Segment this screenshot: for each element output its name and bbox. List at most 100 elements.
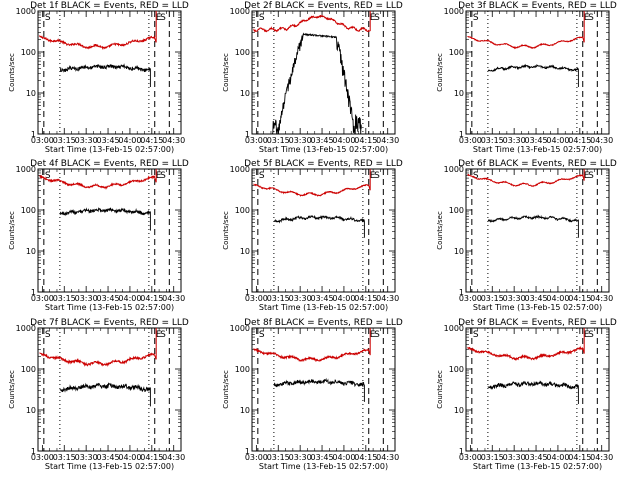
x-tick-label: 03:30: [289, 136, 312, 145]
x-tick-label: 04:30: [162, 136, 185, 145]
marker-letter: S: [160, 13, 166, 23]
x-tick-label: 04:30: [376, 453, 399, 462]
plot-frame: [465, 10, 610, 135]
panel-4: Det 4f BLACK = Events, RED = LLD 1 10 100 10…: [8, 159, 189, 312]
series-events-line: [273, 214, 365, 238]
panel-5: Det 5f BLACK = Events, RED = LLD 1 10 100 10…: [222, 159, 403, 312]
y-tick-label: 1: [31, 130, 36, 139]
x-tick-label: 03:00: [31, 294, 54, 303]
panel-2: Det 2f BLACK = Events, RED = LLD 1 10 100 10…: [222, 1, 403, 154]
x-tick-label: 03:15: [53, 453, 76, 462]
marker-letter: E: [370, 171, 376, 181]
series-lld-line: [467, 328, 585, 361]
panel-title: Det 3f BLACK = Events, RED = LLD: [458, 1, 617, 11]
plot-frame: [37, 327, 182, 452]
y-tick-label: 100: [449, 48, 464, 57]
marker-letter: E: [370, 13, 376, 23]
x-tick-label: 04:15: [568, 453, 591, 462]
y-tick-label: 100: [21, 48, 36, 57]
y-tick-label: 100: [235, 206, 250, 215]
x-tick-label: 03:30: [75, 294, 98, 303]
y-tick-label: 1: [459, 130, 464, 139]
panel-6: Det 6f BLACK = Events, RED = LLD 1 10 100 10…: [436, 159, 617, 312]
series-events-line: [271, 32, 362, 135]
x-tick-label: 04:00: [118, 453, 141, 462]
y-tick-label: 10: [26, 89, 36, 98]
plot-frame: [251, 168, 396, 293]
x-tick-label: 04:30: [162, 294, 185, 303]
x-tick-label: 04:30: [376, 294, 399, 303]
panel-title: Det 2f BLACK = Events, RED = LLD: [244, 1, 403, 11]
y-axis-label: Counts/sec: [222, 211, 230, 250]
x-tick-label: 03:45: [97, 294, 120, 303]
x-tick-label: 03:15: [267, 453, 290, 462]
x-tick-label: 03:15: [53, 294, 76, 303]
x-tick-label: 03:45: [311, 136, 334, 145]
x-tick-label: 04:00: [546, 453, 569, 462]
series-lld-line: [253, 11, 371, 33]
x-tick-label: 04:00: [118, 136, 141, 145]
y-tick-label: 1000: [444, 324, 464, 333]
y-tick-label: 1: [245, 447, 250, 456]
y-tick-label: 10: [454, 89, 464, 98]
y-tick-label: 10: [240, 406, 250, 415]
x-tick-label: 03:30: [75, 136, 98, 145]
x-tick-label: 03:30: [75, 453, 98, 462]
y-tick-label: 100: [21, 365, 36, 374]
y-tick-label: 10: [26, 247, 36, 256]
x-axis-label: Start Time (13-Feb-15 02:57:00): [473, 462, 602, 471]
x-tick-label: 04:00: [332, 294, 355, 303]
x-tick-label: 03:15: [481, 294, 504, 303]
x-tick-label: 04:15: [140, 136, 163, 145]
x-tick-label: 04:00: [332, 453, 355, 462]
y-axis-label: Counts/sec: [222, 370, 230, 409]
x-tick-label: 04:00: [332, 136, 355, 145]
x-tick-label: 03:15: [267, 294, 290, 303]
marker-letter: S: [588, 330, 594, 340]
marker-letter: S: [45, 330, 51, 340]
series-lld-line: [253, 169, 371, 197]
x-tick-label: 04:15: [140, 453, 163, 462]
x-tick-label: 04:30: [376, 136, 399, 145]
x-axis-label: Start Time (13-Feb-15 02:57:00): [259, 145, 388, 154]
x-tick-label: 03:00: [245, 136, 268, 145]
marker-letter: S: [259, 330, 265, 340]
x-tick-label: 03:15: [267, 136, 290, 145]
x-axis-label: Start Time (13-Feb-15 02:57:00): [473, 145, 602, 154]
marker-letter: E: [156, 330, 162, 340]
y-tick-label: 10: [454, 247, 464, 256]
x-axis-label: Start Time (13-Feb-15 02:57:00): [45, 462, 174, 471]
x-tick-label: 03:15: [481, 453, 504, 462]
x-tick-label: 03:00: [31, 136, 54, 145]
panel-7: Det 7f BLACK = Events, RED = LLD 1 10 100 10…: [8, 318, 189, 471]
x-tick-label: 03:00: [245, 453, 268, 462]
panel-title: Det 7f BLACK = Events, RED = LLD: [30, 318, 189, 328]
marker-letter: E: [370, 330, 376, 340]
panel-title: Det 6f BLACK = Events, RED = LLD: [458, 159, 617, 169]
x-tick-label: 04:15: [140, 294, 163, 303]
y-tick-label: 1000: [230, 324, 250, 333]
series-lld-line: [39, 11, 157, 50]
y-tick-label: 10: [26, 406, 36, 415]
y-tick-label: 1000: [16, 165, 36, 174]
series-events-line: [487, 63, 579, 87]
marker-letter: E: [156, 171, 162, 181]
marker-letter: S: [473, 330, 479, 340]
x-tick-label: 03:00: [459, 453, 482, 462]
panel-title: Det 9f BLACK = Events, RED = LLD: [458, 318, 617, 328]
marker-letter: S: [259, 171, 265, 181]
y-axis-label: Counts/sec: [436, 53, 444, 92]
plot-frame: [465, 168, 610, 293]
series-lld-line: [467, 169, 585, 188]
marker-letter: S: [473, 13, 479, 23]
plot-frame: [251, 10, 396, 135]
x-axis-label: Start Time (13-Feb-15 02:57:00): [45, 145, 174, 154]
plot-frame: [37, 10, 182, 135]
x-tick-label: 04:15: [568, 294, 591, 303]
x-tick-label: 04:00: [118, 294, 141, 303]
x-tick-label: 04:30: [590, 294, 613, 303]
y-tick-label: 1: [31, 288, 36, 297]
y-tick-label: 100: [21, 206, 36, 215]
x-tick-label: 04:15: [354, 136, 377, 145]
